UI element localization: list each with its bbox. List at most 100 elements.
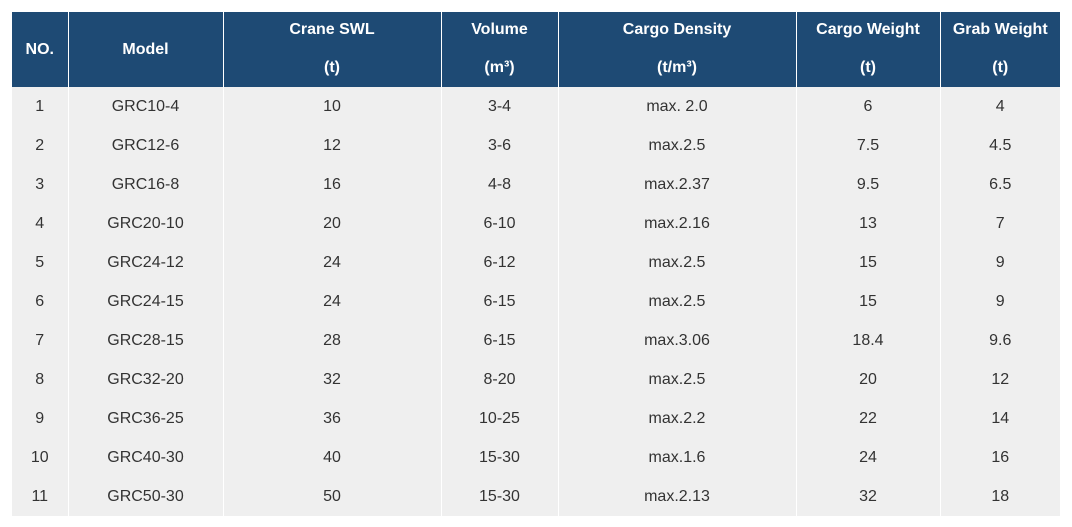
cell-cargo-density: max.2.5 [557,243,797,282]
cell-cargo-weight: 18.4 [795,321,941,360]
cell-cargo-weight: 13 [795,204,941,243]
cell-volume: 8-20 [440,360,559,399]
cell-grab-weight: 4 [939,87,1060,126]
cell-no: 10 [12,438,69,477]
cell-grab-weight: 7 [939,204,1060,243]
cell-no: 8 [12,360,69,399]
header-row: NO. Model Crane SWL (t) Volume (m³) Carg… [12,12,1060,87]
cell-grab-weight: 9 [939,243,1060,282]
cell-no: 3 [12,165,69,204]
table-row: 4 GRC20-10 20 6-10 max.2.16 13 7 [12,204,1060,243]
cell-grab-weight: 9.6 [939,321,1060,360]
cell-volume: 15-30 [440,438,559,477]
cell-model: GRC50-30 [67,477,224,516]
cell-cargo-density: max.2.16 [557,204,797,243]
header-cargo-density: Cargo Density (t/m³) [557,12,797,87]
table-body: 1 GRC10-4 10 3-4 max. 2.0 6 4 2 GRC12-6 … [12,87,1060,516]
header-no: NO. [12,12,69,87]
grab-spec-table-container: NO. Model Crane SWL (t) Volume (m³) Carg… [12,12,1060,518]
cell-grab-weight: 16 [939,438,1060,477]
cell-cargo-weight: 9.5 [795,165,941,204]
cell-volume: 15-30 [440,477,559,516]
header-cargo-weight-label: Cargo Weight [816,20,920,38]
cell-volume: 6-12 [440,243,559,282]
cell-crane-swl: 16 [222,165,442,204]
cell-cargo-weight: 20 [795,360,941,399]
cell-cargo-weight: 15 [795,243,941,282]
cell-volume: 3-6 [440,126,559,165]
grab-spec-table: NO. Model Crane SWL (t) Volume (m³) Carg… [12,12,1060,516]
cell-crane-swl: 24 [222,282,442,321]
cell-cargo-density: max.2.13 [557,477,797,516]
cell-grab-weight: 14 [939,399,1060,438]
cell-cargo-density: max.3.06 [557,321,797,360]
cell-cargo-density: max.2.2 [557,399,797,438]
cell-cargo-weight: 15 [795,282,941,321]
cell-grab-weight: 4.5 [939,126,1060,165]
header-grab-weight-unit: (t) [992,58,1009,76]
cell-crane-swl: 24 [222,243,442,282]
table-row: 2 GRC12-6 12 3-6 max.2.5 7.5 4.5 [12,126,1060,165]
header-no-label: NO. [25,40,54,58]
cell-model: GRC28-15 [67,321,224,360]
table-row: 7 GRC28-15 28 6-15 max.3.06 18.4 9.6 [12,321,1060,360]
table-row: 10 GRC40-30 40 15-30 max.1.6 24 16 [12,438,1060,477]
cell-no: 4 [12,204,69,243]
cell-model: GRC40-30 [67,438,224,477]
header-crane-swl-label: Crane SWL [289,20,375,38]
cell-crane-swl: 32 [222,360,442,399]
cell-crane-swl: 12 [222,126,442,165]
cell-volume: 6-15 [440,321,559,360]
header-crane-swl-unit: (t) [324,58,340,76]
cell-crane-swl: 20 [222,204,442,243]
cell-model: GRC24-15 [67,282,224,321]
table-row: 6 GRC24-15 24 6-15 max.2.5 15 9 [12,282,1060,321]
header-model: Model [67,12,224,87]
header-volume: Volume (m³) [440,12,559,87]
cell-volume: 4-8 [440,165,559,204]
cell-crane-swl: 40 [222,438,442,477]
cell-no: 11 [12,477,69,516]
table-row: 1 GRC10-4 10 3-4 max. 2.0 6 4 [12,87,1060,126]
header-grab-weight: Grab Weight (t) [939,12,1060,87]
table-row: 8 GRC32-20 32 8-20 max.2.5 20 12 [12,360,1060,399]
header-volume-unit: (m³) [484,58,515,76]
cell-no: 2 [12,126,69,165]
table-row: 3 GRC16-8 16 4-8 max.2.37 9.5 6.5 [12,165,1060,204]
cell-model: GRC36-25 [67,399,224,438]
header-volume-label: Volume [471,20,528,38]
header-grab-weight-label: Grab Weight [952,20,1048,38]
cell-model: GRC12-6 [67,126,224,165]
cell-cargo-weight: 6 [795,87,941,126]
cell-model: GRC10-4 [67,87,224,126]
header-cargo-density-label: Cargo Density [622,20,732,38]
cell-crane-swl: 36 [222,399,442,438]
cell-cargo-density: max.2.5 [557,126,797,165]
cell-no: 9 [12,399,69,438]
cell-crane-swl: 50 [222,477,442,516]
header-model-label: Model [122,40,169,58]
cell-model: GRC24-12 [67,243,224,282]
cell-crane-swl: 10 [222,87,442,126]
header-cargo-weight-unit: (t) [860,58,876,76]
cell-cargo-weight: 32 [795,477,941,516]
cell-grab-weight: 18 [939,477,1060,516]
cell-volume: 6-15 [440,282,559,321]
cell-volume: 3-4 [440,87,559,126]
cell-cargo-weight: 7.5 [795,126,941,165]
cell-grab-weight: 12 [939,360,1060,399]
cell-grab-weight: 6.5 [939,165,1060,204]
cell-model: GRC16-8 [67,165,224,204]
cell-volume: 6-10 [440,204,559,243]
cell-cargo-density: max.2.37 [557,165,797,204]
table-header: NO. Model Crane SWL (t) Volume (m³) Carg… [12,12,1060,87]
header-cargo-density-unit: (t/m³) [657,58,697,76]
cell-cargo-weight: 24 [795,438,941,477]
cell-no: 7 [12,321,69,360]
table-row: 5 GRC24-12 24 6-12 max.2.5 15 9 [12,243,1060,282]
cell-crane-swl: 28 [222,321,442,360]
cell-no: 5 [12,243,69,282]
table-row: 11 GRC50-30 50 15-30 max.2.13 32 18 [12,477,1060,516]
cell-model: GRC20-10 [67,204,224,243]
cell-cargo-density: max. 2.0 [557,87,797,126]
